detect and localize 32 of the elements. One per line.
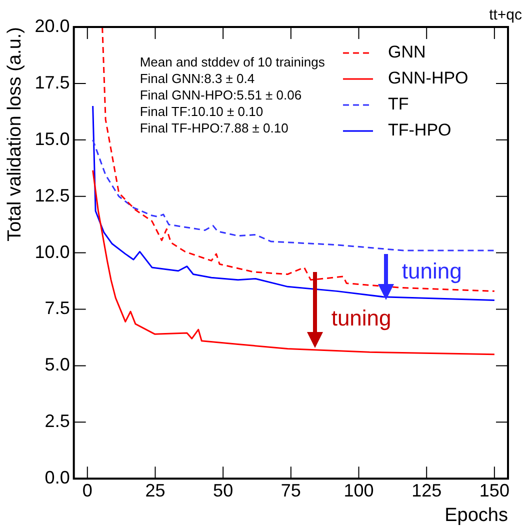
annotation: Final GNN:8.3 ± 0.4 (140, 71, 255, 86)
y-tick-label: 5.0 (44, 354, 70, 375)
y-tick-label: 10.0 (34, 242, 70, 262)
legend-label: GNN-HPO (388, 68, 468, 88)
line-series (102, 27, 496, 292)
x-tick-label: 50 (213, 480, 234, 500)
annotation: tuning (402, 258, 462, 284)
legend-label: GNN (388, 42, 426, 62)
chart-title: tt+qc (489, 6, 522, 24)
x-tick-label: 75 (280, 480, 301, 500)
x-tick-label: 125 (412, 480, 442, 500)
legend-label: TF (388, 94, 409, 114)
x-tick-label: 0 (82, 480, 92, 500)
legend-label: TF-HPO (388, 120, 452, 140)
y-tick-label: 2.5 (44, 411, 70, 432)
annotation: Final GNN-HPO:5.51 ± 0.06 (140, 88, 302, 103)
y-tick-label: 12.5 (34, 185, 70, 206)
y-tick-label: 17.5 (34, 72, 70, 92)
y-tick-label: 15.0 (34, 128, 70, 149)
annotation: Final TF:10.10 ± 0.10 (140, 104, 264, 120)
annotation: tuning (331, 306, 392, 331)
annotation: Final TF-HPO:7.88 ± 0.10 (140, 120, 288, 136)
y-tick-label: 20.0 (34, 16, 70, 36)
line-series (92, 139, 496, 252)
x-tick-label: 150 (479, 480, 510, 500)
annotation: Mean and stddev of 10 trainings (140, 54, 326, 70)
y-axis-title: Total validation loss (a.u.) (4, 27, 26, 242)
y-tick-label: 0.0 (44, 468, 70, 488)
y-tick-label: 7.5 (44, 298, 70, 318)
x-tick-label: 25 (145, 480, 166, 500)
x-tick-label: 100 (344, 480, 374, 500)
x-axis-title: Epochs (444, 504, 508, 526)
